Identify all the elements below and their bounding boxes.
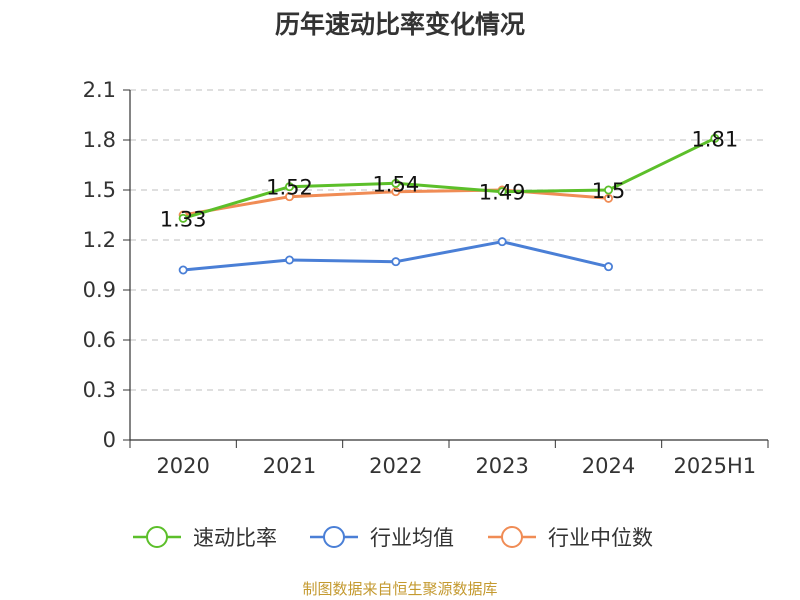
data-point (604, 185, 614, 195)
data-label: 1.33 (160, 207, 207, 231)
data-point (497, 187, 507, 197)
data-point (604, 193, 614, 203)
y-tick-label: 0.6 (83, 328, 116, 352)
legend-marker (146, 526, 168, 548)
legend-marker (323, 526, 345, 548)
x-tick-label: 2022 (369, 454, 422, 478)
data-point (391, 178, 401, 188)
grid-layer (130, 89, 768, 391)
legend-item: 行业中位数 (488, 526, 653, 550)
data-point (604, 262, 614, 272)
x-tick-label: 2025H1 (674, 454, 757, 478)
x-tick-label: 2021 (263, 454, 316, 478)
legend-label: 行业均值 (370, 526, 454, 550)
data-point (284, 255, 294, 265)
data-point (284, 182, 294, 192)
x-tick-label: 2024 (582, 454, 635, 478)
data-label: 1.81 (691, 127, 738, 151)
y-tick-label: 1.5 (83, 178, 116, 202)
chart-title: 历年速动比率变化情况 (274, 10, 525, 39)
legend-item: 行业均值 (310, 526, 454, 550)
data-label: 1.54 (372, 172, 419, 196)
x-tick-label: 2020 (156, 454, 209, 478)
data-point (284, 192, 294, 202)
series-line (182, 136, 716, 220)
y-tick-label: 2.1 (83, 78, 116, 102)
legend-label: 行业中位数 (548, 526, 653, 550)
series-layer (178, 133, 720, 275)
y-tick-label: 1.2 (83, 228, 116, 252)
y-tick-label: 0.9 (83, 278, 116, 302)
source-note: 制图数据来自恒生聚源数据库 (302, 580, 498, 598)
data-label: 1.5 (592, 179, 625, 203)
x-tick-label: 2023 (475, 454, 528, 478)
data-point (178, 265, 188, 275)
y-tick-label: 1.8 (83, 128, 116, 152)
data-point (391, 257, 401, 267)
legend-item: 速动比率 (133, 526, 277, 550)
axis-layer: 0 0.3 0.6 0.9 1.2 1.5 1.8 2.1 2020 2021 2022 2023 20… (83, 78, 769, 478)
label-layer: 1.33 1.52 1.54 1.49 1.5 1.81 (160, 127, 738, 231)
data-point (391, 187, 401, 197)
data-point (497, 237, 507, 247)
legend-label: 速动比率 (193, 526, 277, 550)
y-tick-label: 0 (103, 428, 116, 452)
y-tick-label: 0.3 (83, 378, 116, 402)
legend-marker (501, 526, 523, 548)
data-label: 1.49 (479, 181, 526, 205)
data-point (178, 213, 188, 223)
legend: 速动比率 行业均值 行业中位数 (133, 526, 653, 550)
data-point (710, 133, 720, 143)
data-label: 1.52 (266, 176, 313, 200)
